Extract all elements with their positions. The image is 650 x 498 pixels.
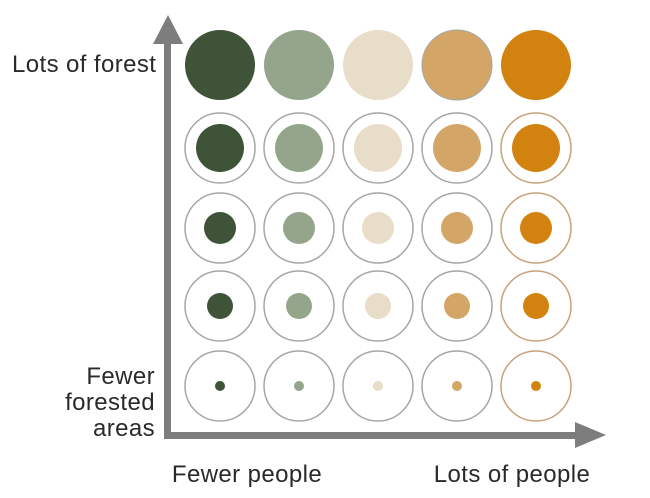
x-axis-label-right: Lots of people — [433, 461, 591, 488]
bubble-r1-c5 — [501, 30, 571, 100]
bubble-r5-c5 — [531, 381, 541, 391]
bubble-r3-c3 — [362, 212, 394, 244]
bubble-r4-c5 — [523, 293, 549, 319]
bubble-r1-c1 — [185, 30, 255, 100]
bubble-r5-c1 — [215, 381, 225, 391]
bubble-r1-c3 — [343, 30, 413, 100]
bubble-ring-r2-c2 — [263, 112, 335, 184]
y-axis-label-top: Lots of forest — [12, 51, 157, 78]
bubble-ring-r5-c2 — [263, 350, 335, 422]
bubble-r4-c4 — [444, 293, 470, 319]
bubble-r3-c4 — [441, 212, 473, 244]
bubble-r2-c1 — [196, 124, 244, 172]
x-axis-arrow-icon — [575, 422, 606, 448]
bubble-ring-r4-c2 — [263, 270, 335, 342]
bubble-ring-r3-c5 — [500, 192, 572, 264]
bubble-ring-r3-c1 — [184, 192, 256, 264]
bubble-ring-r5-c3 — [342, 350, 414, 422]
bubble-ring-r5-c1 — [184, 350, 256, 422]
x-axis-line — [164, 432, 576, 439]
y-axis-label-bottom: Fewer forested areas — [65, 363, 155, 442]
bubble-r5-c2 — [294, 381, 304, 391]
bubble-ring-r4-c4 — [421, 270, 493, 342]
bubble-r3-c2 — [283, 212, 315, 244]
bubble-r4-c2 — [286, 293, 312, 319]
bubble-r2-c3 — [354, 124, 402, 172]
bubble-r2-c4 — [433, 124, 481, 172]
bubble-r4-c1 — [207, 293, 233, 319]
bubble-r5-c4 — [452, 381, 462, 391]
bubble-ring-r3-c3 — [342, 192, 414, 264]
bubble-ring-r2-c3 — [342, 112, 414, 184]
bubble-r2-c5 — [512, 124, 560, 172]
bubble-ring-r4-c3 — [342, 270, 414, 342]
bubble-r1-c2 — [264, 30, 334, 100]
bubble-r5-c3 — [373, 381, 383, 391]
bubble-ring-r2-c1 — [184, 112, 256, 184]
y-axis-arrow-icon — [153, 15, 183, 44]
bubble-ring-r4-c5 — [500, 270, 572, 342]
bubble-r3-c1 — [204, 212, 236, 244]
bubble-ring-r2-c5 — [500, 112, 572, 184]
bubble-ring-r2-c4 — [421, 112, 493, 184]
bubble-ring-r5-c5 — [500, 350, 572, 422]
bubble-r3-c5 — [520, 212, 552, 244]
y-axis-line — [164, 36, 171, 439]
x-axis-label-left: Fewer people — [171, 461, 323, 488]
bubble-r2-c2 — [275, 124, 323, 172]
bubble-ring-r4-c1 — [184, 270, 256, 342]
bubble-r4-c3 — [365, 293, 391, 319]
bubble-ring-r3-c2 — [263, 192, 335, 264]
bubble-r1-c4 — [421, 29, 493, 101]
bubble-ring-r5-c4 — [421, 350, 493, 422]
bubble-ring-r3-c4 — [421, 192, 493, 264]
